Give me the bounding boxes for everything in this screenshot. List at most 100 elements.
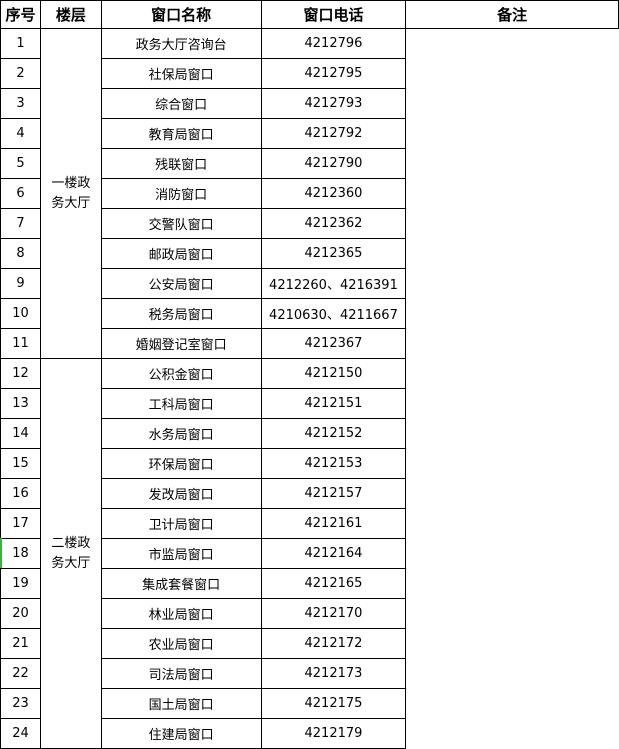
cell-phone[interactable]: 4212150 xyxy=(260,358,407,389)
cell-phone[interactable]: 4212179 xyxy=(260,718,407,749)
cell-no[interactable]: 12 xyxy=(0,358,41,389)
cell-phone[interactable]: 4212367 xyxy=(260,328,407,359)
cell-floor[interactable]: 二楼政务大厅 xyxy=(39,358,102,749)
cell-name[interactable]: 公积金窗口 xyxy=(100,358,262,389)
cell-name[interactable]: 邮政局窗口 xyxy=(100,238,262,269)
cell-phone[interactable]: 4212153 xyxy=(260,448,407,479)
header-phone[interactable]: 窗口电话 xyxy=(260,0,407,29)
cell-no[interactable]: 2 xyxy=(0,58,41,89)
cell-phone[interactable]: 4212793 xyxy=(260,88,407,119)
cell-name[interactable]: 林业局窗口 xyxy=(100,598,262,629)
cell-note[interactable] xyxy=(406,539,619,569)
cell-no[interactable]: 22 xyxy=(0,658,41,689)
cell-phone[interactable]: 4212790 xyxy=(260,148,407,179)
cell-no[interactable]: 16 xyxy=(0,478,41,509)
cell-phone[interactable]: 4210630、4211667 xyxy=(260,298,407,329)
cell-note[interactable] xyxy=(406,449,619,479)
cell-name[interactable]: 政务大厅咨询台 xyxy=(100,28,262,59)
cell-phone[interactable]: 4212165 xyxy=(260,568,407,599)
cell-no[interactable]: 4 xyxy=(0,118,41,149)
cell-no[interactable]: 19 xyxy=(0,568,41,599)
cell-phone[interactable]: 4212260、4216391 xyxy=(260,268,407,299)
cell-no[interactable]: 3 xyxy=(0,88,41,119)
cell-note[interactable] xyxy=(406,59,619,89)
header-name[interactable]: 窗口名称 xyxy=(100,0,262,29)
cell-name[interactable]: 消防窗口 xyxy=(100,178,262,209)
cell-note[interactable] xyxy=(406,569,619,599)
cell-name[interactable]: 教育局窗口 xyxy=(100,118,262,149)
cell-note[interactable] xyxy=(406,359,619,389)
cell-no[interactable]: 11 xyxy=(0,328,41,359)
header-floor[interactable]: 楼层 xyxy=(39,0,102,29)
cell-no[interactable]: 20 xyxy=(0,598,41,629)
cell-note[interactable] xyxy=(406,389,619,419)
cell-name[interactable]: 残联窗口 xyxy=(100,148,262,179)
cell-no[interactable]: 18 xyxy=(0,538,41,569)
cell-no[interactable]: 23 xyxy=(0,688,41,719)
cell-no[interactable]: 21 xyxy=(0,628,41,659)
cell-note[interactable] xyxy=(406,299,619,329)
cell-note[interactable] xyxy=(406,209,619,239)
cell-phone[interactable]: 4212173 xyxy=(260,658,407,689)
cell-no[interactable]: 24 xyxy=(0,718,41,749)
cell-phone[interactable]: 4212170 xyxy=(260,598,407,629)
cell-note[interactable] xyxy=(406,89,619,119)
cell-name[interactable]: 卫计局窗口 xyxy=(100,508,262,539)
cell-note[interactable] xyxy=(406,419,619,449)
cell-note[interactable] xyxy=(406,689,619,719)
cell-name[interactable]: 婚姻登记室窗口 xyxy=(100,328,262,359)
cell-no[interactable]: 13 xyxy=(0,388,41,419)
cell-phone[interactable]: 4212362 xyxy=(260,208,407,239)
cell-name[interactable]: 水务局窗口 xyxy=(100,418,262,449)
header-note[interactable]: 备注 xyxy=(405,0,619,29)
cell-phone[interactable]: 4212157 xyxy=(260,478,407,509)
cell-no[interactable]: 17 xyxy=(0,508,41,539)
cell-note[interactable] xyxy=(406,239,619,269)
cell-no[interactable]: 15 xyxy=(0,448,41,479)
cell-name[interactable]: 住建局窗口 xyxy=(100,718,262,749)
cell-note[interactable] xyxy=(406,629,619,659)
cell-note[interactable] xyxy=(406,29,619,59)
cell-name[interactable]: 环保局窗口 xyxy=(100,448,262,479)
cell-no[interactable]: 8 xyxy=(0,238,41,269)
cell-note[interactable] xyxy=(406,659,619,689)
cell-phone[interactable]: 4212164 xyxy=(260,538,407,569)
cell-name[interactable]: 公安局窗口 xyxy=(100,268,262,299)
cell-no[interactable]: 10 xyxy=(0,298,41,329)
cell-no[interactable]: 7 xyxy=(0,208,41,239)
cell-phone[interactable]: 4212161 xyxy=(260,508,407,539)
cell-name[interactable]: 集成套餐窗口 xyxy=(100,568,262,599)
cell-no[interactable]: 14 xyxy=(0,418,41,449)
cell-name[interactable]: 国土局窗口 xyxy=(100,688,262,719)
cell-phone[interactable]: 4212172 xyxy=(260,628,407,659)
cell-floor[interactable]: 一楼政务大厅 xyxy=(39,28,102,359)
cell-name[interactable]: 市监局窗口 xyxy=(100,538,262,569)
cell-no[interactable]: 5 xyxy=(0,148,41,179)
cell-note[interactable] xyxy=(406,509,619,539)
cell-phone[interactable]: 4212795 xyxy=(260,58,407,89)
header-no[interactable]: 序号 xyxy=(0,0,41,29)
cell-no[interactable]: 6 xyxy=(0,178,41,209)
cell-note[interactable] xyxy=(406,149,619,179)
cell-phone[interactable]: 4212360 xyxy=(260,178,407,209)
cell-note[interactable] xyxy=(406,719,619,749)
cell-note[interactable] xyxy=(406,329,619,359)
cell-name[interactable]: 发改局窗口 xyxy=(100,478,262,509)
cell-name[interactable]: 社保局窗口 xyxy=(100,58,262,89)
cell-phone[interactable]: 4212792 xyxy=(260,118,407,149)
cell-note[interactable] xyxy=(406,599,619,629)
cell-note[interactable] xyxy=(406,179,619,209)
cell-name[interactable]: 交警队窗口 xyxy=(100,208,262,239)
cell-name[interactable]: 工科局窗口 xyxy=(100,388,262,419)
cell-phone[interactable]: 4212152 xyxy=(260,418,407,449)
cell-note[interactable] xyxy=(406,119,619,149)
cell-name[interactable]: 综合窗口 xyxy=(100,88,262,119)
cell-phone[interactable]: 4212151 xyxy=(260,388,407,419)
cell-no[interactable]: 1 xyxy=(0,28,41,59)
cell-phone[interactable]: 4212175 xyxy=(260,688,407,719)
cell-note[interactable] xyxy=(406,479,619,509)
cell-phone[interactable]: 4212365 xyxy=(260,238,407,269)
cell-name[interactable]: 税务局窗口 xyxy=(100,298,262,329)
cell-phone[interactable]: 4212796 xyxy=(260,28,407,59)
cell-note[interactable] xyxy=(406,269,619,299)
